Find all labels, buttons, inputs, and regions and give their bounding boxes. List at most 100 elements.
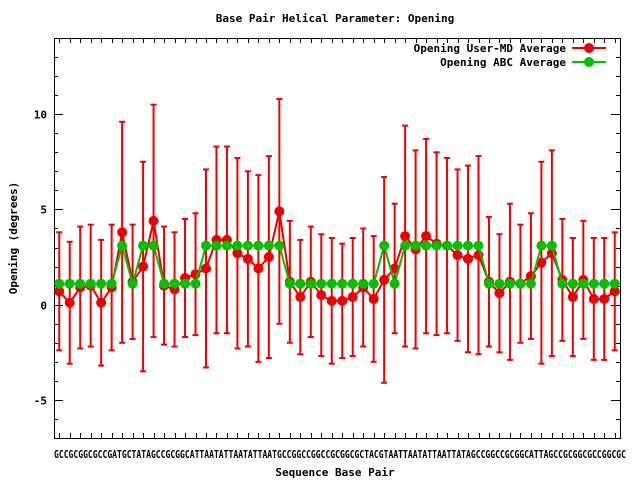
data-point <box>64 297 75 308</box>
x-axis-label: Sequence Base Pair <box>275 466 395 479</box>
data-point <box>284 278 295 289</box>
data-point <box>148 215 159 226</box>
data-point <box>211 240 222 251</box>
legend-label: Opening ABC Average <box>440 56 566 69</box>
data-point <box>494 278 505 289</box>
data-point <box>578 278 589 289</box>
data-point <box>400 240 411 251</box>
data-point <box>368 293 379 304</box>
series-layer <box>54 97 620 384</box>
data-point <box>337 278 348 289</box>
data-point <box>368 278 379 289</box>
data-point <box>609 278 620 289</box>
data-point <box>358 278 369 289</box>
data-point <box>200 240 211 251</box>
data-point <box>463 240 474 251</box>
legend-label: Opening User-MD Average <box>414 42 567 55</box>
series-2 <box>54 240 620 289</box>
data-point <box>347 292 358 303</box>
data-point <box>326 295 337 306</box>
data-point <box>483 278 494 289</box>
data-point <box>316 278 327 289</box>
data-point <box>410 240 421 251</box>
legend-marker <box>584 43 594 53</box>
data-point <box>452 240 463 251</box>
data-point <box>337 295 348 306</box>
data-point <box>96 278 107 289</box>
data-point <box>525 278 536 289</box>
data-point <box>117 227 128 238</box>
data-point <box>379 274 390 285</box>
data-point <box>442 240 453 251</box>
data-point <box>609 286 620 297</box>
data-point <box>567 278 578 289</box>
data-point <box>504 278 515 289</box>
data-point <box>452 250 463 261</box>
axis-ticks: -5 0 5 10 GCCGCGGCGCCGATGCTATAGCCGCGGCATTAAT… <box>34 38 626 461</box>
data-point <box>138 261 149 272</box>
data-point <box>379 240 390 251</box>
data-point <box>347 278 358 289</box>
data-point <box>253 263 264 274</box>
data-point <box>54 278 65 289</box>
data-point <box>263 240 274 251</box>
data-point <box>305 278 316 289</box>
data-point <box>431 240 442 251</box>
y-tick-label: 0 <box>40 300 47 313</box>
data-point <box>599 278 610 289</box>
data-point <box>421 240 432 251</box>
data-point <box>463 253 474 264</box>
data-point <box>536 257 547 268</box>
data-point <box>588 293 599 304</box>
data-point <box>106 278 117 289</box>
data-point <box>148 240 159 251</box>
data-point <box>75 278 86 289</box>
data-point <box>473 240 484 251</box>
data-point <box>169 278 180 289</box>
data-point <box>599 293 610 304</box>
data-point <box>536 240 547 251</box>
data-point <box>515 278 526 289</box>
data-point <box>242 240 253 251</box>
data-point <box>190 278 201 289</box>
data-point <box>96 297 107 308</box>
data-point <box>494 288 505 299</box>
data-point <box>400 231 411 242</box>
data-point <box>274 240 285 251</box>
data-point <box>253 240 264 251</box>
data-point <box>221 240 232 251</box>
data-point <box>588 278 599 289</box>
data-point <box>326 278 337 289</box>
y-tick-label: 10 <box>34 109 47 122</box>
data-point <box>546 240 557 251</box>
data-point <box>295 292 306 303</box>
data-point <box>242 253 253 264</box>
y-tick-label: -5 <box>34 395 47 408</box>
data-point <box>263 252 274 263</box>
data-point <box>295 278 306 289</box>
y-axis-label: Opening (degrees) <box>7 182 20 295</box>
data-point <box>567 292 578 303</box>
data-point <box>159 278 170 289</box>
y-tick-label: 5 <box>40 204 47 217</box>
data-point <box>232 248 243 259</box>
data-point <box>54 286 65 297</box>
data-point <box>421 231 432 242</box>
data-point <box>180 278 191 289</box>
data-point <box>117 240 128 251</box>
series-1 <box>54 97 620 384</box>
data-point <box>85 278 96 289</box>
data-point <box>232 240 243 251</box>
data-point <box>274 206 285 217</box>
legend-marker <box>584 57 594 67</box>
x-tick-labels: GCCGCGGCGCCGATGCTATAGCCGCGGCATTAATATTAAT… <box>54 448 626 461</box>
data-point <box>389 278 400 289</box>
chart-title: Base Pair Helical Parameter: Opening <box>216 12 454 25</box>
data-point <box>557 278 568 289</box>
data-point <box>200 263 211 274</box>
plot-frame <box>54 38 621 439</box>
data-point <box>316 290 327 301</box>
data-point <box>127 278 138 289</box>
